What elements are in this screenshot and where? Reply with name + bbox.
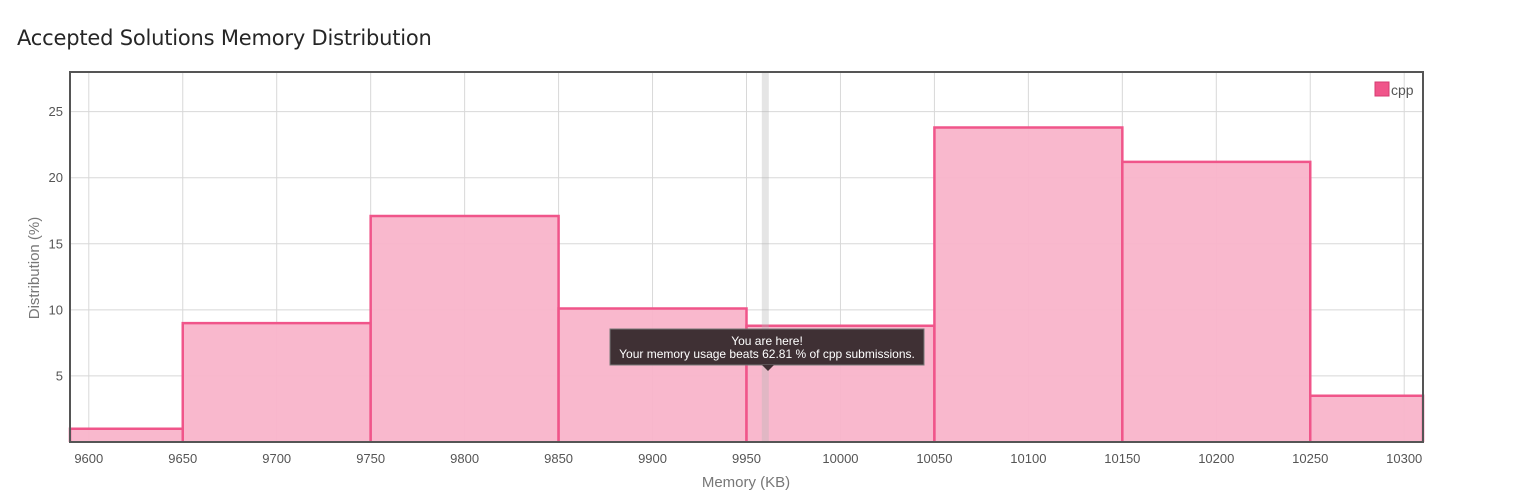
you-are-here-tooltip: You are here! Your memory usage beats 62… xyxy=(609,328,925,371)
legend-label-cpp[interactable]: cpp xyxy=(1391,82,1414,98)
x-axis-label: Memory (KB) xyxy=(702,474,790,490)
tooltip-pointer xyxy=(762,365,774,371)
histogram-bar xyxy=(370,216,559,442)
x-tick-label: 10200 xyxy=(1198,451,1234,466)
x-tick-label: 9800 xyxy=(450,451,479,466)
chart-title: Accepted Solutions Memory Distribution xyxy=(17,26,432,50)
x-tick-label: 10250 xyxy=(1292,451,1328,466)
plot-frame xyxy=(69,71,1424,443)
x-tick-label: 10100 xyxy=(1010,451,1046,466)
y-tick-label: 5 xyxy=(56,368,63,383)
legend-swatch-cpp[interactable] xyxy=(1374,81,1390,97)
current-submission-marker xyxy=(761,72,769,442)
histogram-bar-outline xyxy=(1121,160,1312,442)
x-tick-label: 9900 xyxy=(638,451,667,466)
histogram-bar xyxy=(1122,161,1311,442)
y-axis-ticks: 5 10 15 20 25 xyxy=(49,104,63,383)
histogram-bar xyxy=(1310,395,1423,442)
y-tick-label: 15 xyxy=(49,236,63,251)
y-tick-label: 10 xyxy=(49,302,63,317)
x-axis-ticks: 9600 9650 9700 9750 9800 9850 9900 9950 10000 100… xyxy=(74,451,1422,466)
x-tick-label: 9700 xyxy=(262,451,291,466)
y-tick-label: 20 xyxy=(49,170,63,185)
x-tick-label: 9750 xyxy=(356,451,385,466)
tooltip-box xyxy=(609,328,925,366)
x-tick-label: 9950 xyxy=(732,451,761,466)
x-tick-label: 10300 xyxy=(1386,451,1422,466)
x-tick-label: 9650 xyxy=(168,451,197,466)
histogram-bar xyxy=(182,323,371,442)
x-tick-label: 10050 xyxy=(916,451,952,466)
legend[interactable]: cpp xyxy=(1374,81,1414,98)
x-tick-label: 9600 xyxy=(74,451,103,466)
x-tick-label: 9850 xyxy=(544,451,573,466)
histogram-bar xyxy=(70,428,183,442)
x-tick-label: 10150 xyxy=(1104,451,1140,466)
y-axis-label: Distribution (%) xyxy=(26,217,43,320)
histogram-bar xyxy=(934,127,1123,442)
y-tick-label: 25 xyxy=(49,104,63,119)
x-tick-label: 10000 xyxy=(822,451,858,466)
tooltip-line-2: Your memory usage beats 62.81 % of cpp s… xyxy=(619,347,915,361)
tooltip-line-1: You are here! xyxy=(731,334,803,348)
